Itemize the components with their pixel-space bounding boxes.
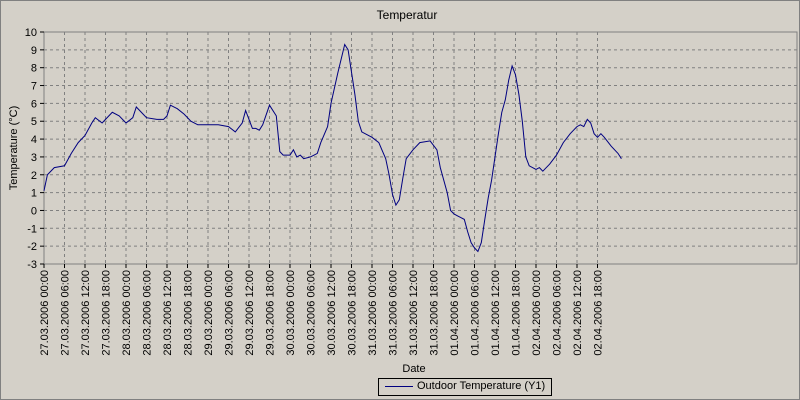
plot-area — [43, 31, 798, 265]
y-axis: -3 -2 -1 0 1 2 3 4 5 6 7 8 9 10 — [25, 27, 44, 271]
y-tick-label: -1 — [27, 223, 37, 235]
chart-title: Temperatur — [377, 8, 438, 22]
x-tick-label: 28.03.2006 00:00 — [121, 270, 133, 356]
x-tick-label: 31.03.2006 18:00 — [429, 270, 441, 356]
y-tick-label: 4 — [31, 134, 37, 146]
y-tick-label: 9 — [31, 45, 37, 57]
x-tick-label: 29.03.2006 06:00 — [224, 270, 236, 356]
x-tick-label: 02.04.2006 12:00 — [572, 270, 584, 356]
x-tick-label: 31.03.2006 12:00 — [408, 270, 420, 356]
x-tick-label: 31.03.2006 06:00 — [388, 270, 400, 356]
y-tick-label: -2 — [27, 241, 37, 253]
x-tick-label: 31.03.2006 00:00 — [367, 270, 379, 356]
x-tick-label: 30.03.2006 00:00 — [285, 270, 297, 356]
x-tick-label: 29.03.2006 18:00 — [265, 270, 277, 356]
x-tick-label: 02.04.2006 06:00 — [552, 270, 564, 356]
x-tick-label: 01.04.2006 00:00 — [449, 270, 461, 356]
legend-swatch — [385, 386, 413, 387]
y-tick-label: 5 — [31, 116, 37, 128]
x-tick-label: 28.03.2006 06:00 — [142, 270, 154, 356]
y-tick-label: 7 — [31, 81, 37, 93]
x-tick-label: 27.03.2006 12:00 — [80, 270, 92, 356]
series-line-outdoor-temperature — [43, 43, 622, 253]
x-tick-label: 29.03.2006 00:00 — [203, 270, 215, 356]
y-tick-label: 0 — [31, 205, 37, 217]
x-tick-label: 02.04.2006 18:00 — [593, 270, 605, 356]
x-tick-label: 27.03.2006 18:00 — [101, 270, 113, 356]
x-tick-label: 27.03.2006 06:00 — [60, 270, 72, 356]
legend: Outdoor Temperature (Y1) — [378, 378, 552, 396]
y-tick-label: 8 — [31, 63, 37, 75]
y-tick-label: -3 — [27, 259, 37, 271]
x-tick-label: 30.03.2006 18:00 — [347, 270, 359, 356]
x-tick-label: 01.04.2006 12:00 — [490, 270, 502, 356]
x-tick-label: 28.03.2006 18:00 — [183, 270, 195, 356]
x-axis-label: Date — [402, 363, 425, 375]
y-tick-label: 6 — [31, 98, 37, 110]
x-tick-label: 02.04.2006 00:00 — [531, 270, 543, 356]
y-tick-label: 3 — [31, 152, 37, 164]
x-tick-label: 30.03.2006 12:00 — [326, 270, 338, 356]
y-tick-label: 10 — [25, 27, 37, 39]
y-axis-label: Temperature (°C) — [8, 106, 20, 190]
x-tick-label: 01.04.2006 18:00 — [511, 270, 523, 356]
x-tick-label: 29.03.2006 12:00 — [244, 270, 256, 356]
x-tick-label: 27.03.2006 00:00 — [39, 270, 51, 356]
legend-label-outdoor-temperature: Outdoor Temperature (Y1) — [417, 380, 546, 392]
x-tick-label: 28.03.2006 12:00 — [162, 270, 174, 356]
x-tick-label: 30.03.2006 06:00 — [306, 270, 318, 356]
x-axis: 27.03.2006 00:00 27.03.2006 06:00 27.03.20… — [39, 264, 605, 356]
grid-lines — [44, 32, 797, 264]
x-tick-label: 01.04.2006 06:00 — [470, 270, 482, 356]
y-tick-label: 1 — [31, 188, 37, 200]
y-tick-label: 2 — [31, 170, 37, 182]
